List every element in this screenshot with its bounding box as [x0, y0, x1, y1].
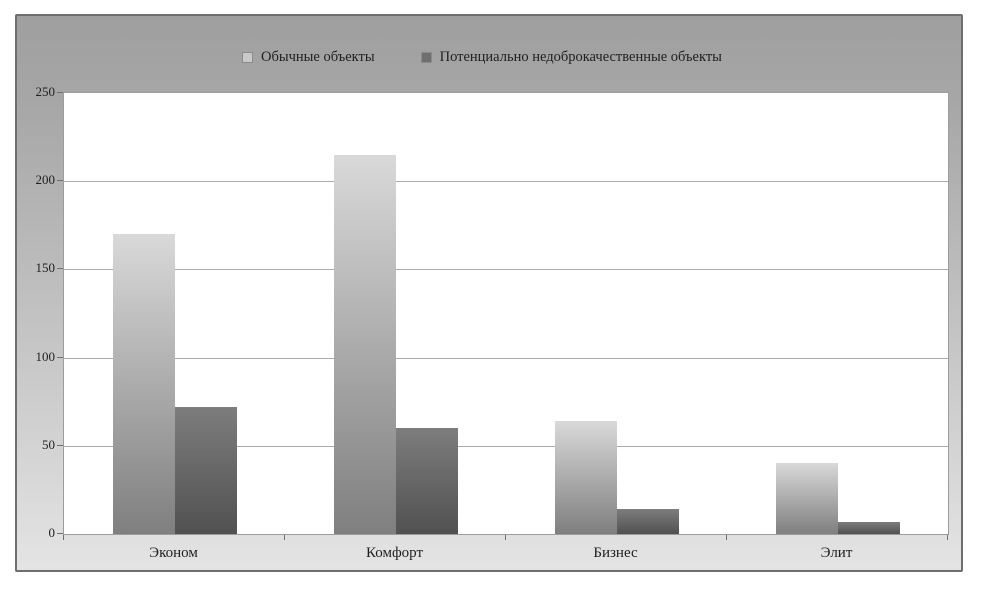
x-axis-tick	[947, 535, 948, 540]
legend-marker-icon	[420, 51, 432, 63]
x-axis-tick	[505, 535, 506, 540]
gridline-200	[64, 181, 948, 183]
chart-frame: Обычные объекты Потенциально недоброкачес…	[15, 14, 963, 572]
gridline-50	[64, 445, 948, 447]
legend-item-series-0: Обычные объекты	[242, 49, 375, 66]
bar-series-1-бизнес	[616, 509, 679, 534]
bar-series-1-элит	[837, 521, 900, 534]
x-axis-label-комфорт: Комфорт	[365, 545, 424, 561]
y-axis-tick	[57, 180, 63, 182]
x-axis-tick	[284, 535, 285, 540]
bar-series-0-эконом	[112, 234, 175, 534]
chart-legend: Обычные объекты Потенциально недоброкачес…	[242, 46, 722, 68]
x-axis-tick	[63, 535, 64, 540]
y-axis-label-100: 100	[35, 348, 56, 364]
legend-item-series-1: Потенциально недоброкачественные объекты	[420, 48, 722, 66]
legend-label: Обычные объекты	[261, 48, 375, 65]
gridline-100	[64, 357, 948, 359]
y-axis-label-0: 0	[48, 525, 56, 540]
y-axis-tick	[57, 268, 63, 270]
x-axis-label-эконом: Эконом	[149, 545, 198, 561]
y-axis-label-150: 150	[35, 260, 56, 276]
x-axis-tick	[726, 535, 727, 540]
bar-series-0-элит	[775, 463, 838, 534]
y-axis-tick	[57, 92, 63, 93]
legend-marker-icon	[242, 51, 253, 63]
y-axis-label-200: 200	[35, 172, 56, 188]
x-axis-label-элит: Элит	[820, 545, 853, 561]
y-axis-label-250: 250	[35, 84, 56, 99]
x-axis-label-бизнес: Бизнес	[593, 545, 638, 561]
y-axis-label-50: 50	[42, 436, 55, 452]
bar-series-1-комфорт	[395, 428, 458, 534]
plot-area	[63, 92, 949, 535]
gridline-150	[64, 269, 948, 271]
y-axis-tick	[57, 356, 63, 358]
bar-series-0-бизнес	[554, 421, 617, 534]
bar-series-0-комфорт	[333, 154, 396, 534]
y-axis-tick	[57, 444, 63, 446]
legend-label: Потенциально недоброкачественные объекты	[439, 48, 722, 65]
bar-series-1-эконом	[174, 407, 237, 534]
y-axis-tick	[57, 533, 63, 534]
